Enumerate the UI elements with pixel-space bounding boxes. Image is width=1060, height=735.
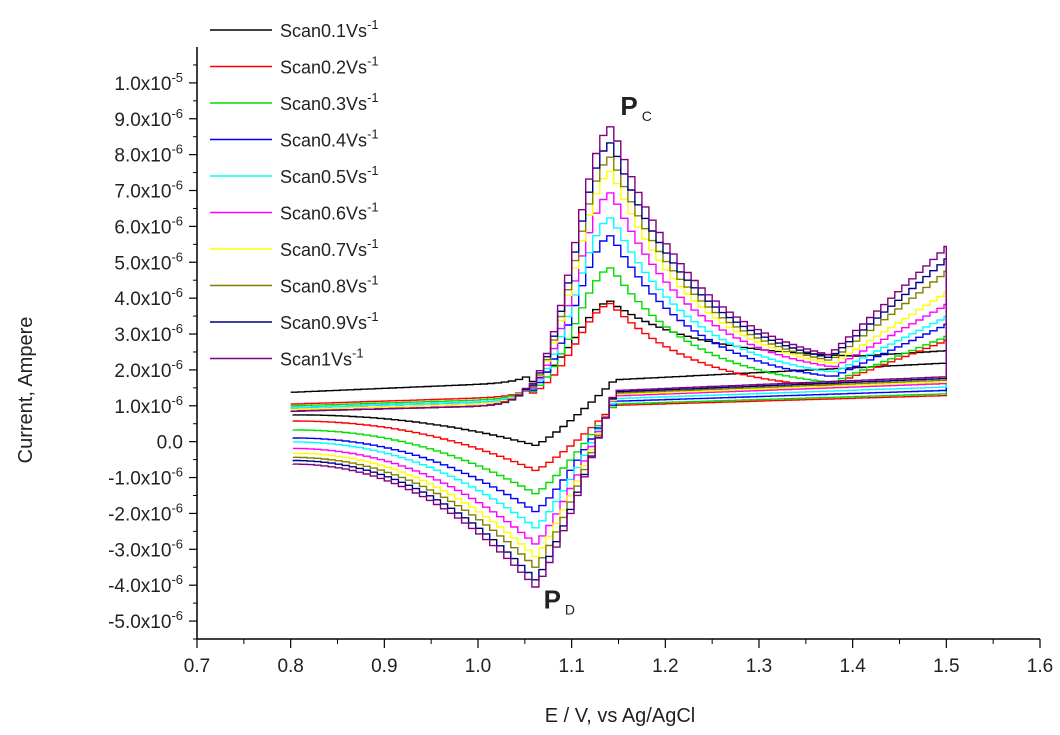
legend-label: Scan0.2Vs-1 bbox=[280, 54, 379, 78]
y-tick-label: -1.0x10-6 bbox=[108, 465, 183, 490]
legend-label: Scan0.6Vs-1 bbox=[280, 200, 379, 224]
y-tick-label: -2.0x10-6 bbox=[108, 500, 183, 525]
series-curve-7 bbox=[290, 170, 947, 558]
y-tick-label: -3.0x10-6 bbox=[108, 536, 183, 561]
x-axis-title: E / V, vs Ag/AgCl bbox=[545, 705, 695, 727]
series-curve-8 bbox=[290, 156, 947, 568]
y-tick-label: 1.0x10-6 bbox=[114, 393, 183, 418]
y-tick-label: -5.0x10-6 bbox=[108, 608, 183, 633]
y-tick-label: 7.0x10-6 bbox=[114, 178, 183, 203]
series-curve-1 bbox=[290, 300, 947, 446]
y-tick-label: 2.0x10-6 bbox=[114, 357, 183, 382]
legend-label: Scan0.8Vs-1 bbox=[280, 273, 379, 297]
y-tick-label: 3.0x10-6 bbox=[114, 321, 183, 346]
x-tick-label: 1.1 bbox=[558, 656, 584, 677]
legend-label: Scan0.1Vs-1 bbox=[280, 17, 379, 41]
axes: 0.7 0.8 0.9 1.0 1.1 1.2 1.3 1.4 1.5 1.6 1.0x10-5 9.… bbox=[108, 47, 1053, 677]
x-tick-label: 0.9 bbox=[371, 656, 397, 677]
x-tick-label: 1.3 bbox=[746, 656, 772, 677]
series-curve-5 bbox=[290, 217, 947, 529]
y-tick-label: 8.0x10-6 bbox=[114, 142, 183, 167]
x-tick-label: 1.0 bbox=[465, 656, 491, 677]
peak-annotations: P C P D bbox=[544, 91, 652, 617]
series-curves bbox=[290, 126, 947, 588]
series-curve-9 bbox=[290, 142, 947, 581]
series-curve-4 bbox=[290, 235, 947, 513]
x-tick-label: 1.5 bbox=[933, 656, 959, 677]
series-curve-10 bbox=[290, 126, 947, 588]
y-tick-label: 1.0x10-5 bbox=[114, 70, 183, 95]
y-axis-title: Current, Ampere bbox=[15, 317, 37, 464]
y-tick-label: 6.0x10-6 bbox=[114, 213, 183, 238]
y-tick-label: 5.0x10-6 bbox=[114, 249, 183, 274]
legend-label: Scan0.9Vs-1 bbox=[280, 309, 379, 333]
y-tick-label: 9.0x10-6 bbox=[114, 106, 183, 131]
x-tick-label: 1.6 bbox=[1027, 656, 1053, 677]
x-tick-label: 1.2 bbox=[652, 656, 678, 677]
legend-label: Scan0.7Vs-1 bbox=[280, 236, 379, 260]
x-tick-label: 0.8 bbox=[277, 656, 303, 677]
x-tick-label: 0.7 bbox=[184, 656, 210, 677]
legend: Scan0.1Vs-1 Scan0.2Vs-1 Scan0.3Vs-1 Scan0.4… bbox=[210, 17, 379, 370]
y-tick-label: 0.0 bbox=[157, 433, 183, 454]
legend-label: Scan1Vs-1 bbox=[280, 346, 364, 370]
legend-label: Scan0.3Vs-1 bbox=[280, 90, 379, 114]
x-tick-label: 1.4 bbox=[839, 656, 866, 677]
legend-label: Scan0.4Vs-1 bbox=[280, 127, 379, 151]
y-tick-label: 4.0x10-6 bbox=[114, 285, 183, 310]
legend-label: Scan0.5Vs-1 bbox=[280, 163, 379, 187]
y-tick-label: -4.0x10-6 bbox=[108, 572, 183, 597]
